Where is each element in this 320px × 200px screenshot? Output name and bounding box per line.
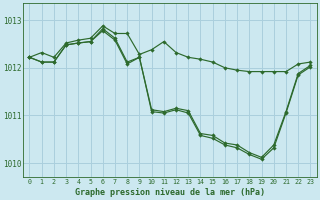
X-axis label: Graphe pression niveau de la mer (hPa): Graphe pression niveau de la mer (hPa) bbox=[75, 188, 265, 197]
